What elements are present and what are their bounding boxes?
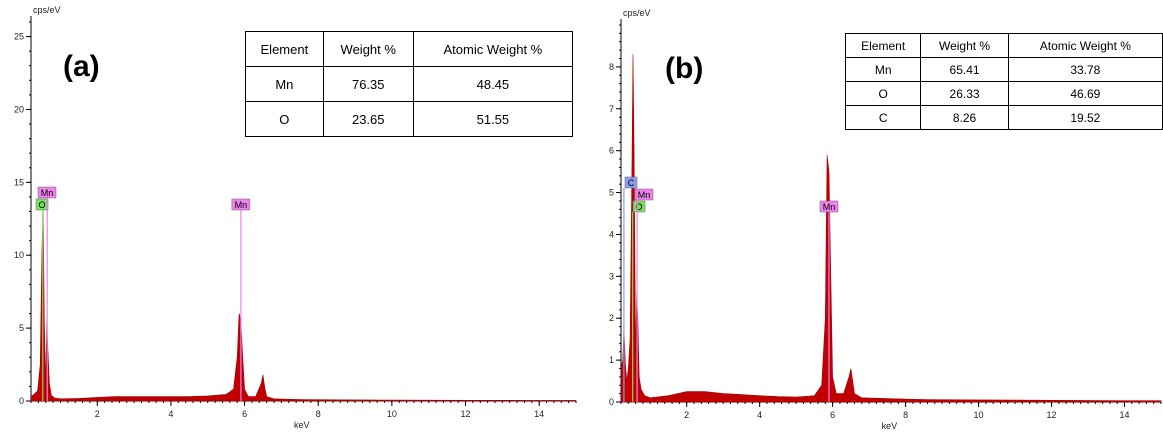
x-tick-label: 2 xyxy=(95,409,100,419)
y-tick-label: 20 xyxy=(14,104,24,114)
element-marker-label: C xyxy=(628,178,635,188)
header-element: Element xyxy=(844,33,922,58)
cell-weight: 76.35 xyxy=(322,66,414,102)
element-marker-label: O xyxy=(38,200,45,210)
x-tick-label: 6 xyxy=(830,410,835,420)
element-marker-label: O xyxy=(635,202,642,212)
spectrum-series xyxy=(620,54,1162,403)
eds-panel-b: 2 4 6 8 10 12 14 0 1 2 3 4 5 6 7 8 cps/eV keV C O Mn Mn (b) El… xyxy=(583,0,1163,432)
cell-weight: 65.41 xyxy=(920,57,1009,82)
element-marker-label: Mn xyxy=(235,200,248,210)
y-tick-label: 10 xyxy=(14,250,24,260)
spectrum-series xyxy=(30,211,577,402)
element-marker-label: Mn xyxy=(638,190,651,200)
x-tick-label: 12 xyxy=(1047,410,1057,420)
table-header-row: Element Weight % Atomic Weight % xyxy=(844,33,1163,58)
cell-weight: 26.33 xyxy=(920,81,1009,106)
x-tick-label: 14 xyxy=(534,409,544,419)
element-marker-box xyxy=(819,200,839,213)
x-axis-unit-label: keV xyxy=(294,420,310,430)
y-tick-label: 6 xyxy=(609,146,614,156)
y-tick-label: 25 xyxy=(14,32,24,42)
y-tick-label: 5 xyxy=(609,188,614,198)
y-tick-label: 3 xyxy=(609,271,614,281)
x-tick-label: 10 xyxy=(974,410,984,420)
y-tick-label: 1 xyxy=(609,355,614,365)
element-marker-box xyxy=(632,200,646,213)
element-marker-box xyxy=(35,198,49,211)
x-tick-label: 8 xyxy=(316,409,321,419)
table-row: Mn 76.35 48.45 xyxy=(245,66,574,102)
header-element: Element xyxy=(245,31,324,67)
element-marker-box xyxy=(231,198,251,211)
y-tick-label: 0 xyxy=(19,396,24,406)
cell-atomic-weight: 46.69 xyxy=(1007,81,1163,106)
table-row: O 26.33 46.69 xyxy=(844,81,1163,106)
header-atomic-weight: Atomic Weight % xyxy=(412,31,574,67)
x-tick-label: 14 xyxy=(1120,410,1130,420)
table-row: Mn 65.41 33.78 xyxy=(844,57,1163,82)
composition-table-a: Element Weight % Atomic Weight % Mn 76.3… xyxy=(245,31,574,137)
cell-element: O xyxy=(245,101,324,137)
table-row: C 8.26 19.52 xyxy=(844,105,1163,130)
element-marker-box xyxy=(37,186,57,199)
x-tick-label: 6 xyxy=(242,409,247,419)
panel-label: (b) xyxy=(665,52,703,85)
y-tick-label: 0 xyxy=(609,397,614,407)
y-tick-label: 7 xyxy=(609,104,614,114)
x-tick-label: 12 xyxy=(461,409,471,419)
cell-atomic-weight: 48.45 xyxy=(412,66,574,102)
element-marker-label: Mn xyxy=(823,202,836,212)
element-marker-box xyxy=(624,176,638,189)
x-axis-unit-label: keV xyxy=(882,421,898,431)
table-header-row: Element Weight % Atomic Weight % xyxy=(245,31,574,67)
composition-table-b: Element Weight % Atomic Weight % Mn 65.4… xyxy=(844,33,1163,130)
cell-element: Mn xyxy=(844,57,922,82)
y-axis-unit-label: cps/eV xyxy=(33,5,61,15)
y-tick-label: 4 xyxy=(609,229,614,239)
y-tick-label: 2 xyxy=(609,313,614,323)
cell-weight: 23.65 xyxy=(322,101,414,137)
cell-atomic-weight: 51.55 xyxy=(412,101,574,137)
cell-element: O xyxy=(844,81,922,106)
x-tick-label: 8 xyxy=(903,410,908,420)
x-tick-label: 4 xyxy=(757,410,762,420)
cell-element: Mn xyxy=(245,66,324,102)
cell-weight: 8.26 xyxy=(920,105,1009,130)
x-tick-label: 4 xyxy=(168,409,173,419)
cell-atomic-weight: 33.78 xyxy=(1007,57,1163,82)
header-atomic-weight: Atomic Weight % xyxy=(1007,33,1163,58)
table-row: O 23.65 51.55 xyxy=(245,101,574,137)
y-tick-label: 8 xyxy=(609,62,614,72)
y-tick-label: 5 xyxy=(19,323,24,333)
y-tick-label: 15 xyxy=(14,177,24,187)
eds-panel-a: 2 4 6 8 10 12 14 0 5 10 15 20 25 cps/eV keV O Mn Mn (a) El… xyxy=(0,0,580,432)
x-tick-label: 2 xyxy=(684,410,689,420)
x-tick-label: 10 xyxy=(387,409,397,419)
cell-element: C xyxy=(844,105,922,130)
header-weight: Weight % xyxy=(920,33,1009,58)
cell-atomic-weight: 19.52 xyxy=(1007,105,1163,130)
panel-label: (a) xyxy=(63,50,100,83)
header-weight: Weight % xyxy=(322,31,414,67)
y-axis-unit-label: cps/eV xyxy=(623,8,651,18)
element-marker-label: Mn xyxy=(41,188,54,198)
element-marker-box xyxy=(634,188,654,201)
